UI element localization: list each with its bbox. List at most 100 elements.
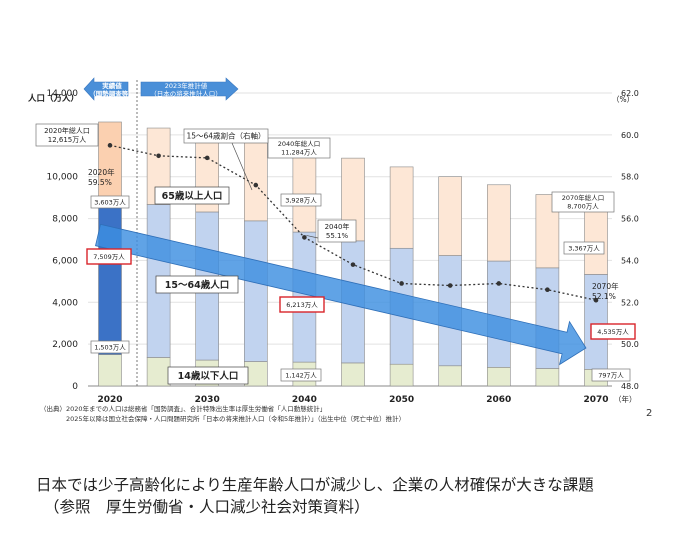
value-working-2070-box [590,323,636,340]
y2-tick-label: 48.0 [621,382,639,391]
ratio-point-2060 [496,281,502,286]
ratio-point-2045 [350,262,356,267]
total-2040-line-1: 2040年総人口 [278,139,321,148]
ratio-point-2055 [447,283,453,288]
bar-2065-series-3 [535,194,560,269]
value-young-2040-line-1: 1,142万人 [285,371,317,379]
y2-tick-label: 52.0 [621,298,639,307]
value-young-2020-line-1: 1,503万人 [94,343,126,351]
ratio-2020-line-1: 2020年 [88,167,115,177]
value-old-2070-box [563,241,605,255]
annotations: 実績値（国勢調査等） 2023年推計値（日本の将来推計人口） 2020年総人口12,… [35,77,636,385]
ratio-point-2025 [156,153,161,159]
value-old-2040-box [280,193,322,207]
source-note: （出典）2020年までの人口は総務省「国勢調査」、合計特殊出生率は厚生労働省「人… [40,404,405,424]
value-old-2070-line-1: 3,367万人 [568,244,600,252]
bar-2050-series-1 [389,363,414,387]
total-2040-box [267,137,331,159]
ratio-2020-line-2: 59.5% [88,178,112,187]
ratio-line-layer [107,143,599,303]
actual-header-line-2: （国勢調査等） [89,89,135,98]
ratio-2040-leader [306,235,319,239]
value-working-2020-box [86,248,132,265]
y2-tick-label: 60.0 [621,131,639,140]
y2-tick-label: 50.0 [621,340,639,349]
line-label-box [183,128,269,144]
ratio-2040-line-1: 2040年 [325,222,350,231]
source-line-2: 2025年以降は国立社会保障・人口問題研究所「日本の将来推計人口（令和5年推計）… [40,415,406,423]
value-young-2070-box [591,368,631,382]
total-2020-line-1: 2020年総人口 [44,126,90,135]
total-2020-line-2: 12,615万人 [48,136,87,144]
bar-2040-series-3 [292,149,317,233]
bar-2020-series-2 [98,197,122,355]
bar-2020-series-1 [98,354,122,387]
y-tick-label: 2,000 [52,340,78,350]
bar-2070-series-3 [584,203,608,275]
ratio-line [109,144,597,301]
ratio-2040-line-2: 55.1% [326,232,349,240]
bar-2065-series-2 [535,267,560,369]
bar-2065-series-1 [535,368,560,387]
x-tick-label-2060: 2060 [486,395,511,405]
ratio-point-2065 [545,287,550,293]
ratio-point-2070 [593,297,599,303]
y2-tick-label: 54.0 [621,256,639,265]
actual-header-arrow [83,77,129,101]
x-tick-label-2050: 2050 [389,395,414,405]
value-working-2020-line-1: 7,509万人 [93,253,125,261]
page-number: 2 [646,408,653,419]
bar-2025-series-1 [146,357,171,387]
young-series-label-box [167,366,249,385]
value-old-2020-line-1: 3,603万人 [94,198,126,206]
young-series-label-line-1: 14歳以下人口 [178,370,239,382]
total-2040-line-2: 11,284万人 [281,149,317,157]
line-label-line-1: 15〜64歳割合（右軸） [186,131,265,141]
ratio-point-2030 [204,155,210,161]
estimate-header-line-2: （日本の将来推計人口） [150,89,222,98]
working-series-label-line-1: 15〜64歳人口 [165,279,229,291]
bar-2025-series-3 [146,127,171,205]
ratio-point-2050 [399,281,404,286]
y2-tick-label: 62.0 [621,89,639,98]
total-2070-line-2: 8,700万人 [567,203,599,211]
bar-2035-series-2 [244,220,268,362]
value-old-2040-line-1: 3,928万人 [285,196,317,204]
y-tick-label: 0 [72,382,78,392]
x-unit-label: （年） [614,394,637,404]
y-tick-label: 14,000 [47,89,79,99]
value-working-2040-line-1: 6,213万人 [286,301,318,309]
bar-2035-series-3 [244,141,268,222]
estimate-header-arrow [140,77,239,101]
value-working-2070-line-1: 4,535万人 [597,328,629,336]
y-tick-label: 10,000 [47,173,79,183]
y2-axis-label: （%） [612,95,634,104]
line-label-leader [231,142,253,191]
population-chart: 02,0004,0006,0008,00010,00012,00014,0004… [28,77,639,405]
value-young-2040-box [280,368,322,382]
y2-tick-label: 58.0 [621,173,639,182]
total-2070-line-1: 2070年総人口 [562,193,605,202]
x-tick-label-2020: 2020 [97,395,122,405]
y-tick-label: 8,000 [52,215,78,225]
actual-header-line-1: 実績値 [102,81,122,90]
value-young-2020-box [90,340,130,354]
bar-2050-series-3 [389,166,414,249]
x-tick-label-2070: 2070 [583,395,608,405]
total-2020-box [35,123,99,147]
ratio-point-2040 [302,235,307,240]
bar-2060-series-2 [486,260,511,368]
caption-line-2: （参照 厚生労働省・人口減少社会対策資料） [44,498,370,516]
caption-line-1: 日本では少子高齢化により生産年齢人口が減少し、企業の人材確保が大きな課題 [36,476,594,494]
trend-arrow-layer [95,223,587,366]
bar-2060-series-3 [486,184,511,262]
value-old-2020-box [90,195,130,209]
old-series-label-box [154,186,230,205]
ratio-point-2035 [253,182,259,188]
working-series-label-box [155,275,239,294]
bar-2045-series-1 [341,362,365,387]
working-age-decline-arrow [95,223,587,366]
estimate-header-line-1: 2023年推計値 [165,81,208,90]
y-tick-label: 6,000 [52,256,78,266]
total-2070-box [551,191,615,213]
